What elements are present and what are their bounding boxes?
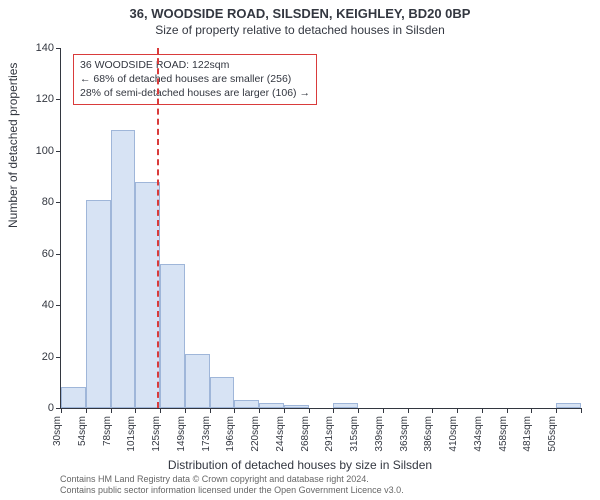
x-axis-label: Distribution of detached houses by size … bbox=[0, 458, 600, 472]
y-tick-mark bbox=[56, 151, 61, 152]
x-tick-mark bbox=[284, 408, 285, 413]
x-tick-mark bbox=[111, 408, 112, 413]
histogram-bar bbox=[234, 400, 259, 408]
x-tick-mark bbox=[160, 408, 161, 413]
x-tick-mark bbox=[581, 408, 582, 413]
x-tick-mark bbox=[259, 408, 260, 413]
y-tick-mark bbox=[56, 357, 61, 358]
y-tick-mark bbox=[56, 202, 61, 203]
y-tick-mark bbox=[56, 305, 61, 306]
histogram-bar bbox=[556, 403, 581, 408]
histogram-bar bbox=[111, 130, 136, 408]
info-line-larger: 28% of semi-detached houses are larger (… bbox=[80, 86, 310, 100]
y-tick-mark bbox=[56, 99, 61, 100]
histogram-bar bbox=[61, 387, 86, 408]
x-tick-mark bbox=[86, 408, 87, 413]
x-tick-mark bbox=[531, 408, 532, 413]
x-tick-mark bbox=[358, 408, 359, 413]
x-tick-mark bbox=[408, 408, 409, 413]
chart-title-address: 36, WOODSIDE ROAD, SILSDEN, KEIGHLEY, BD… bbox=[0, 0, 600, 21]
info-line-property: 36 WOODSIDE ROAD: 122sqm bbox=[80, 58, 310, 72]
histogram-bar bbox=[210, 377, 235, 408]
x-tick-mark bbox=[333, 408, 334, 413]
y-tick-label: 80 bbox=[24, 196, 54, 208]
histogram-bar bbox=[185, 354, 210, 408]
x-tick-mark bbox=[482, 408, 483, 413]
footnote-line2: Contains public sector information licen… bbox=[60, 485, 404, 496]
y-tick-mark bbox=[56, 48, 61, 49]
reference-info-box: 36 WOODSIDE ROAD: 122sqm ← 68% of detach… bbox=[73, 54, 317, 105]
x-tick-mark bbox=[61, 408, 62, 413]
histogram-bar bbox=[259, 403, 284, 408]
chart-subtitle: Size of property relative to detached ho… bbox=[0, 21, 600, 37]
histogram-bar bbox=[160, 264, 185, 408]
footnote-line1: Contains HM Land Registry data © Crown c… bbox=[60, 474, 404, 485]
info-line-smaller: ← 68% of detached houses are smaller (25… bbox=[80, 72, 310, 86]
plot-area: 36 WOODSIDE ROAD: 122sqm ← 68% of detach… bbox=[60, 48, 581, 409]
footnote: Contains HM Land Registry data © Crown c… bbox=[60, 474, 404, 496]
x-tick-mark bbox=[507, 408, 508, 413]
x-tick-mark bbox=[135, 408, 136, 413]
x-tick-mark bbox=[185, 408, 186, 413]
y-tick-label: 140 bbox=[24, 42, 54, 54]
x-tick-mark bbox=[556, 408, 557, 413]
reference-line bbox=[157, 48, 159, 408]
y-tick-mark bbox=[56, 254, 61, 255]
chart-container: 36, WOODSIDE ROAD, SILSDEN, KEIGHLEY, BD… bbox=[0, 0, 600, 500]
x-tick-mark bbox=[432, 408, 433, 413]
x-tick-mark bbox=[383, 408, 384, 413]
x-tick-mark bbox=[457, 408, 458, 413]
y-axis-label: Number of detached properties bbox=[6, 63, 20, 228]
x-tick-mark bbox=[210, 408, 211, 413]
y-tick-label: 20 bbox=[24, 351, 54, 363]
x-tick-mark bbox=[309, 408, 310, 413]
y-tick-label: 40 bbox=[24, 299, 54, 311]
histogram-bar bbox=[86, 200, 111, 408]
y-tick-label: 60 bbox=[24, 248, 54, 260]
histogram-bar bbox=[284, 405, 309, 408]
y-tick-label: 0 bbox=[24, 402, 54, 414]
histogram-bar bbox=[333, 403, 358, 408]
y-tick-label: 120 bbox=[24, 93, 54, 105]
x-tick-mark bbox=[234, 408, 235, 413]
y-tick-label: 100 bbox=[24, 145, 54, 157]
